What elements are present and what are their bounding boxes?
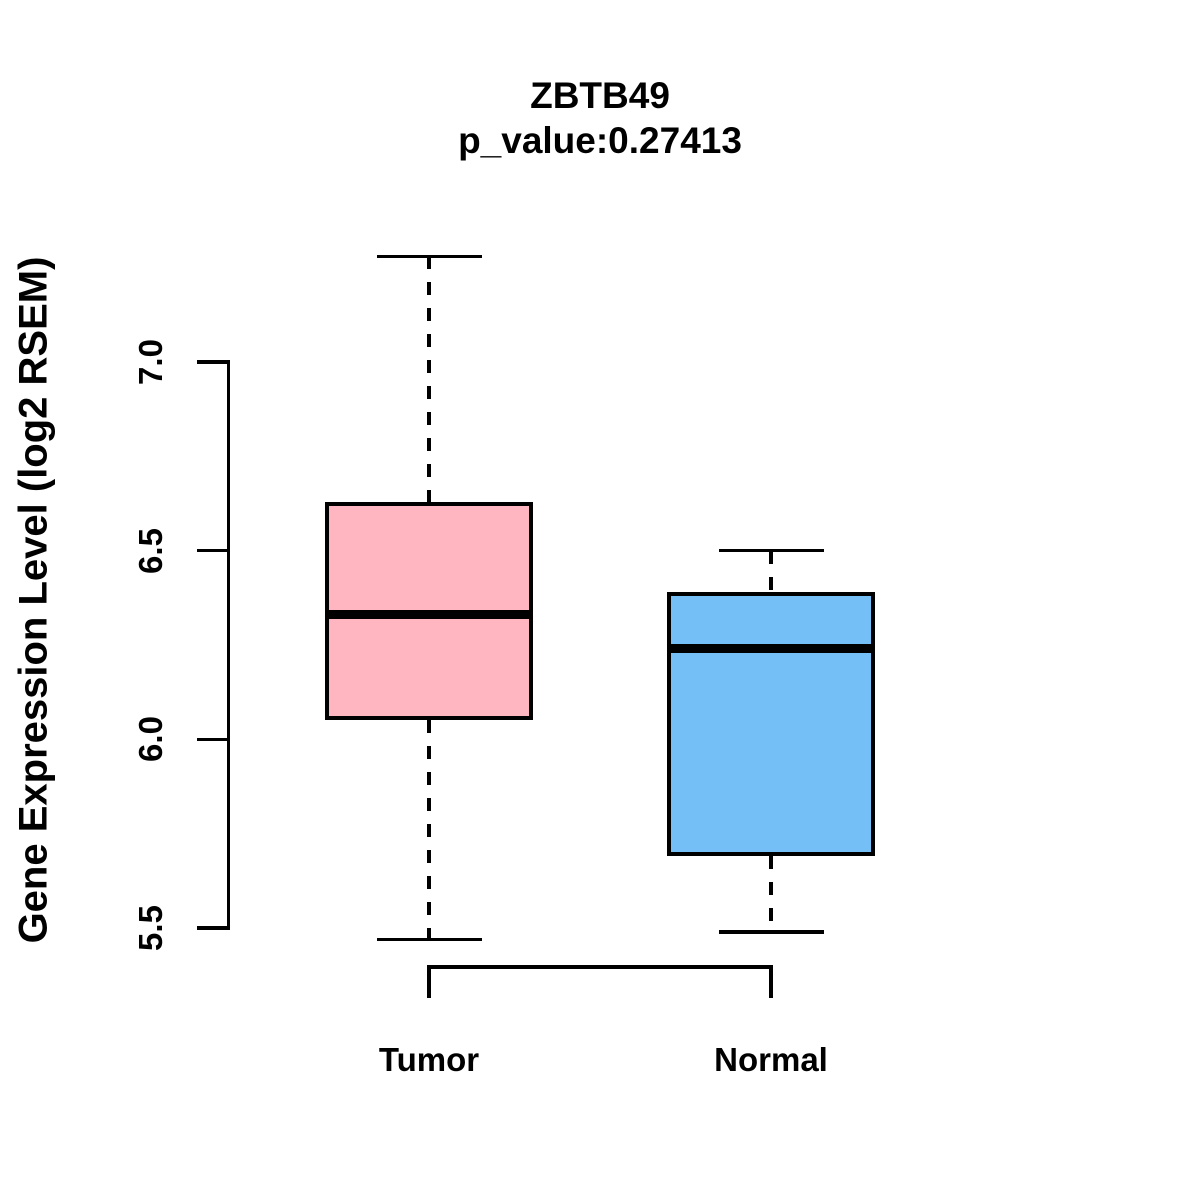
y-tick-label: 7.0 xyxy=(132,339,169,385)
x-axis-tick-0 xyxy=(427,967,431,998)
whisker-cap-bottom-tumor xyxy=(376,937,482,942)
x-label-tumor: Tumor xyxy=(378,1041,480,1078)
x-axis-tick-1 xyxy=(769,967,773,998)
median-tumor xyxy=(325,610,533,620)
whisker-cap-bottom-normal xyxy=(718,930,824,934)
y-tick-mark xyxy=(196,360,227,364)
y-tick-mark xyxy=(196,737,227,742)
box-normal xyxy=(667,592,875,857)
y-tick-label: 5.5 xyxy=(132,905,169,951)
chart-title: ZBTB49 xyxy=(530,75,670,116)
whisker-upper-normal xyxy=(769,550,773,593)
whisker-lower-tumor xyxy=(427,720,431,940)
y-tick-label: 6.5 xyxy=(132,527,169,574)
whisker-cap-top-normal xyxy=(718,548,824,553)
whisker-lower-normal xyxy=(769,856,773,932)
median-normal xyxy=(667,644,875,654)
y-tick-mark xyxy=(196,926,227,930)
whisker-cap-top-tumor xyxy=(376,254,482,259)
y-tick-mark xyxy=(196,548,227,553)
x-axis-line xyxy=(427,965,773,969)
chart-subtitle-pvalue: p_value:0.27413 xyxy=(458,120,742,161)
y-axis-title: Gene Expression Level (log2 RSEM) xyxy=(11,256,56,944)
whisker-upper-tumor xyxy=(427,256,431,502)
x-label-normal: Normal xyxy=(714,1041,828,1078)
y-axis-line xyxy=(226,360,230,930)
y-tick-label: 6.0 xyxy=(132,716,169,763)
